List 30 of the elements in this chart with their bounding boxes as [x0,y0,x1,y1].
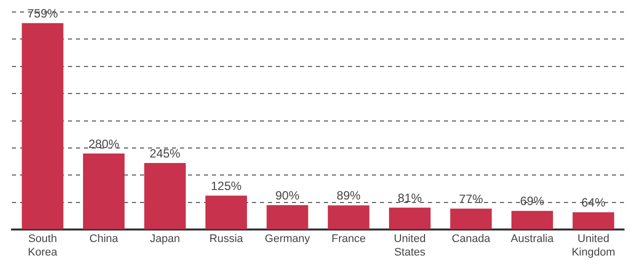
data-label: 69% [520,194,545,208]
bar [205,196,247,230]
x-tick-label: Australia [510,233,554,246]
data-label: 81% [398,190,422,205]
x-tick-label: Canada [452,233,492,246]
bar [328,205,370,230]
data-label: 77% [458,192,484,206]
x-tick-label: Germany [264,233,311,246]
x-tick-label: Japan [150,233,180,246]
x-tick-label: United States [394,233,426,258]
data-label: 89% [336,188,361,203]
data-label: 280% [88,136,120,151]
x-tick-label: United Kingdom [572,233,616,258]
x-tick-label: Russia [209,233,244,246]
x-tick-label: China [89,233,120,246]
bar [83,153,125,230]
bar [266,205,308,230]
data-label: 245% [150,146,181,160]
bar [144,162,186,230]
data-label: 64% [581,196,606,210]
bar [511,210,553,230]
bar [450,208,492,230]
data-label: 90% [275,188,300,202]
bar [572,212,614,230]
x-tick-label: South Korea [28,233,58,258]
bar [22,23,64,230]
bar [389,208,431,230]
x-tick-label: France [331,233,366,246]
data-label: 125% [210,178,242,193]
data-label: 759% [27,6,58,20]
